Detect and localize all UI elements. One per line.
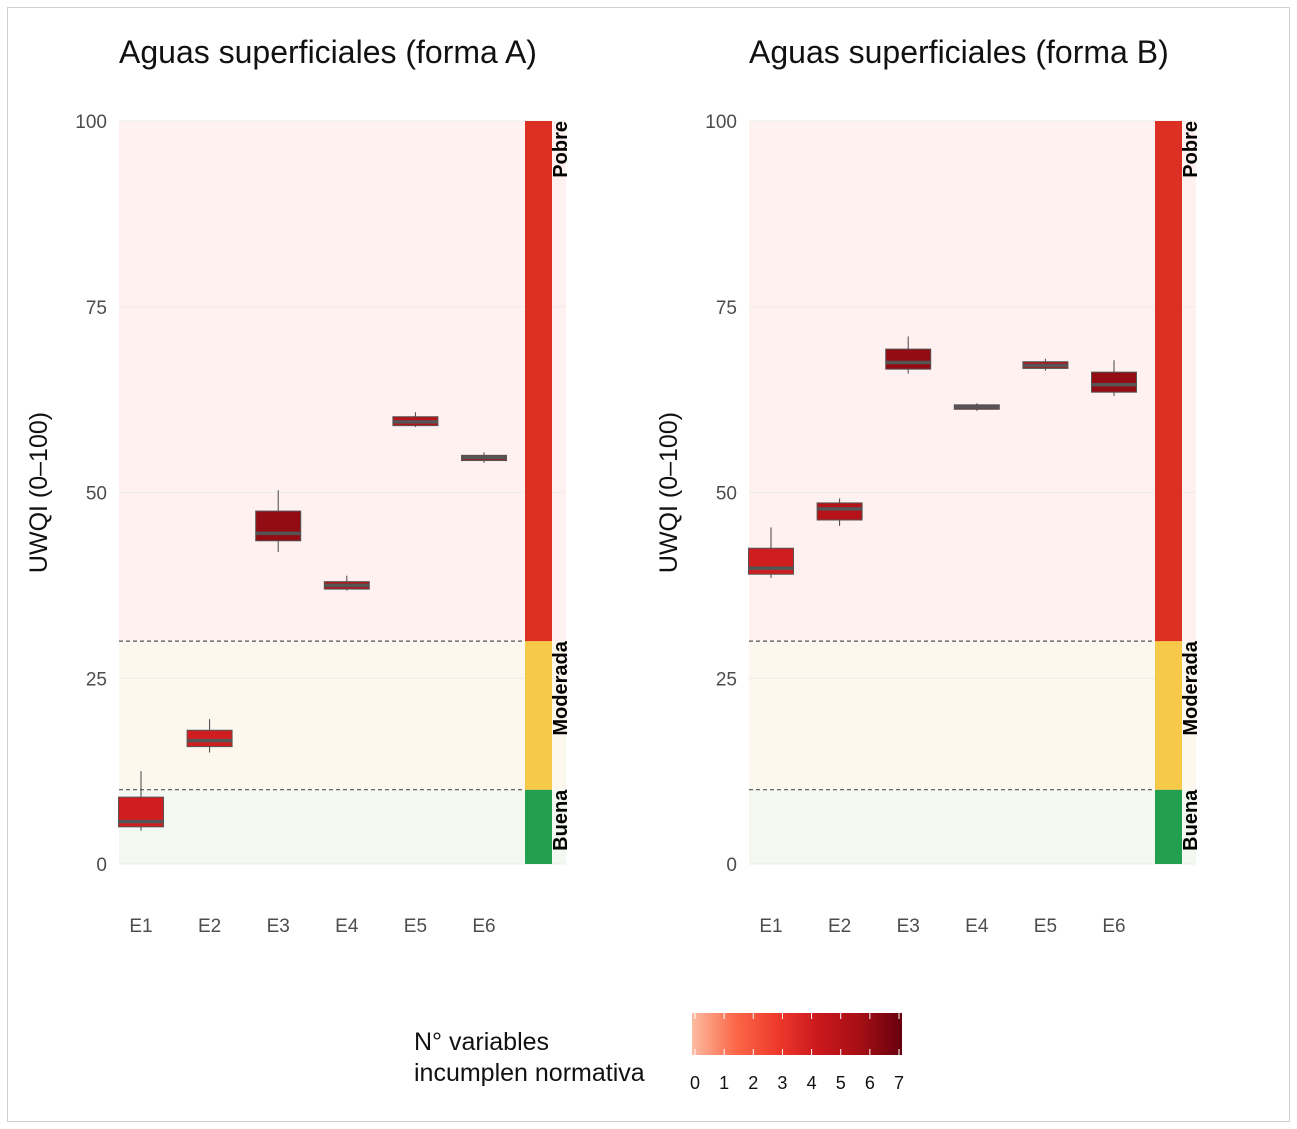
x-tick-label: E2 bbox=[198, 916, 221, 937]
panel-a: Aguas superficiales (forma A) 0 25 50 75 100 U… bbox=[25, 34, 572, 937]
y-tick-label: 50 bbox=[86, 484, 107, 505]
legend-tick-label: 5 bbox=[836, 1073, 846, 1093]
box-e4 bbox=[323, 575, 370, 591]
figure-frame: Aguas superficiales (forma A) 0 25 50 75 100 U… bbox=[7, 7, 1290, 1122]
zone-bar-moderada bbox=[1155, 641, 1182, 790]
box-e5 bbox=[392, 412, 439, 428]
zone-background-buena bbox=[749, 789, 1196, 864]
legend-tick-label: 7 bbox=[894, 1073, 904, 1093]
zone-label-moderada: Moderada bbox=[1180, 640, 1202, 735]
zone-label-pobre: Pobre bbox=[550, 121, 572, 178]
legend-tick-label: 2 bbox=[748, 1073, 758, 1093]
x-tick-label: E5 bbox=[404, 916, 427, 937]
zone-bar-moderada bbox=[525, 641, 552, 790]
box-body bbox=[816, 502, 863, 521]
zone-bar-pobre bbox=[525, 121, 552, 642]
box-e5 bbox=[1022, 358, 1069, 371]
x-tick-label: E1 bbox=[759, 916, 782, 937]
y-tick-label: 75 bbox=[716, 298, 737, 319]
box-e4 bbox=[953, 403, 1000, 411]
chart-title: Aguas superficiales (forma B) bbox=[749, 34, 1169, 70]
panel-b: Aguas superficiales (forma B) 0 25 50 75 100 U… bbox=[655, 34, 1202, 937]
x-tick-label: E3 bbox=[897, 916, 920, 937]
box-body bbox=[186, 729, 233, 748]
legend-tick-label: 4 bbox=[807, 1073, 817, 1093]
box-e1 bbox=[748, 527, 794, 578]
legend-title-line2: incumplen normativa bbox=[414, 1059, 645, 1087]
legend-tick-label: 6 bbox=[865, 1073, 875, 1093]
y-axis-label: UWQI (0–100) bbox=[25, 412, 53, 573]
y-tick-label: 100 bbox=[705, 112, 737, 133]
box-e2 bbox=[186, 719, 233, 753]
zone-label-pobre: Pobre bbox=[1180, 121, 1202, 178]
x-tick-label: E3 bbox=[267, 916, 290, 937]
x-tick-label: E6 bbox=[1102, 916, 1125, 937]
box-e6 bbox=[461, 452, 507, 463]
box-e2 bbox=[816, 498, 863, 526]
legend-title-line1: N° variables bbox=[414, 1028, 549, 1056]
x-tick-label: E6 bbox=[472, 916, 495, 937]
box-e3 bbox=[885, 336, 932, 374]
legend-tick-label: 3 bbox=[777, 1073, 787, 1093]
x-tick-label: E1 bbox=[129, 916, 152, 937]
x-tick-label: E2 bbox=[828, 916, 851, 937]
y-tick-label: 0 bbox=[726, 855, 737, 876]
legend-tick-label: 1 bbox=[719, 1073, 729, 1093]
x-tick-label: E5 bbox=[1034, 916, 1057, 937]
y-tick-label: 25 bbox=[86, 669, 107, 690]
y-tick-label: 0 bbox=[96, 855, 107, 876]
legend-tick-label: 0 bbox=[690, 1073, 700, 1093]
legend: N° variables incumplen normativa 0 1 2 3 4 5 6 7 bbox=[414, 1013, 904, 1093]
zone-label-buena: Buena bbox=[550, 789, 572, 851]
zone-bar-buena bbox=[525, 789, 552, 864]
zone-label-moderada: Moderada bbox=[550, 640, 572, 735]
x-tick-label: E4 bbox=[335, 916, 359, 937]
zone-bar-pobre bbox=[1155, 121, 1182, 642]
chart-canvas: Aguas superficiales (forma A)0255075100U… bbox=[25, 34, 1202, 1093]
zone-bar-buena bbox=[1155, 789, 1182, 864]
y-tick-label: 75 bbox=[86, 298, 107, 319]
legend-colorbar bbox=[692, 1013, 902, 1055]
box-e6 bbox=[1091, 360, 1137, 396]
zone-background-pobre bbox=[119, 121, 566, 642]
y-tick-label: 25 bbox=[716, 669, 737, 690]
box-e1 bbox=[118, 771, 164, 831]
x-tick-label: E4 bbox=[965, 916, 989, 937]
zone-background-moderada bbox=[749, 641, 1196, 790]
chart-title: Aguas superficiales (forma A) bbox=[119, 34, 537, 70]
y-tick-label: 100 bbox=[75, 112, 107, 133]
box-body bbox=[255, 510, 302, 542]
box-body bbox=[885, 348, 932, 370]
box-body bbox=[1091, 371, 1137, 393]
zone-background-moderada bbox=[119, 641, 566, 790]
box-e3 bbox=[255, 490, 302, 552]
y-tick-label: 50 bbox=[716, 484, 737, 505]
box-body bbox=[748, 547, 794, 575]
zone-label-buena: Buena bbox=[1180, 789, 1202, 851]
zone-background-buena bbox=[119, 789, 566, 864]
y-axis-label: UWQI (0–100) bbox=[655, 412, 683, 573]
